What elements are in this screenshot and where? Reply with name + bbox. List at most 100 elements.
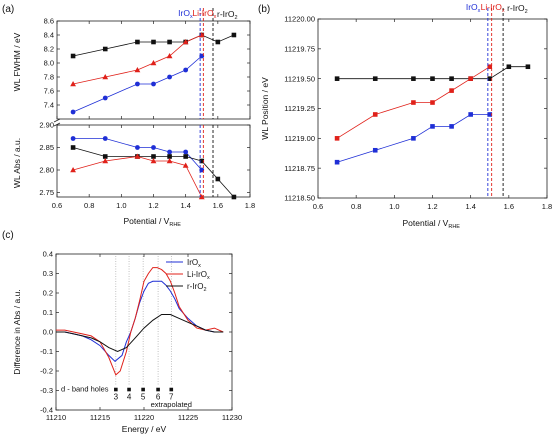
x-axis-label: Energy / eV	[122, 424, 167, 434]
series-irox	[334, 112, 493, 165]
axis-break	[53, 122, 61, 127]
series-r-iro2	[56, 314, 224, 353]
dband-label: d - band holes	[61, 384, 109, 393]
x-tick-label: 11215	[90, 413, 110, 422]
label-r-iro2: r-IrO2	[507, 3, 528, 15]
dband-marker	[114, 387, 118, 392]
legend-label-main: IrO	[187, 258, 198, 267]
x-tick-label: 11210	[46, 413, 66, 422]
data-point	[134, 153, 141, 159]
panel-label-b: (b)	[258, 4, 270, 15]
label-irox: IrOx	[466, 2, 481, 14]
series-li-irox	[70, 153, 205, 200]
data-point	[151, 81, 156, 87]
series-line	[56, 314, 224, 353]
data-point	[151, 39, 156, 45]
data-point	[215, 176, 221, 182]
data-point	[449, 88, 454, 93]
legend-label-sub: x	[207, 275, 210, 281]
data-point	[411, 100, 416, 105]
data-point	[70, 53, 76, 59]
data-point	[70, 145, 76, 150]
data-point	[411, 136, 416, 141]
data-point	[525, 64, 531, 70]
y-tick-label: 8.6	[44, 17, 54, 26]
label-irox-main: IrO	[466, 2, 478, 12]
dband-number: 5	[141, 392, 146, 401]
x-tick-label: 1.0	[116, 201, 126, 210]
data-point	[372, 147, 378, 153]
x-tick-label: 11220	[134, 413, 154, 422]
data-point	[135, 145, 140, 150]
data-point	[487, 76, 493, 81]
data-point	[449, 124, 454, 129]
dband-marker	[141, 387, 145, 392]
x-tick-label: 1.6	[504, 202, 514, 211]
data-point	[167, 154, 172, 159]
data-point	[102, 158, 109, 164]
data-point	[70, 81, 76, 87]
dband-number: 4	[127, 392, 132, 401]
label-r-iro2-sub: 2	[234, 15, 237, 21]
data-point	[183, 154, 188, 159]
data-point	[231, 32, 237, 38]
series-r-iro2	[70, 32, 237, 59]
label-irox-sub: x	[478, 8, 481, 14]
y-tick-label: -0.1	[40, 347, 53, 356]
dband-number: 3	[114, 392, 119, 401]
dband-number: 6	[156, 392, 161, 401]
y-tick-label: 2.85	[39, 143, 54, 152]
y-tick-label: 11219.25	[284, 104, 315, 113]
y-tick-label: 7.4	[44, 101, 54, 110]
data-point	[70, 136, 76, 141]
axis-break	[53, 118, 61, 123]
data-point	[372, 76, 378, 81]
x-axis-label: Potential / VRHE	[124, 216, 182, 228]
data-point	[166, 158, 173, 164]
series-irox	[56, 280, 224, 362]
data-point	[150, 158, 157, 164]
y-tick-label: 2.75	[39, 188, 54, 197]
y-tick-label: 7.6	[44, 87, 54, 96]
data-point	[334, 136, 340, 141]
y-tick-label: 11218.50	[284, 194, 315, 203]
x-tick-label: 0.8	[351, 202, 361, 211]
y-tick-label: 11219.75	[284, 44, 315, 53]
x-tick-label: 1.4	[180, 201, 190, 210]
y-tick-label: 11219.00	[284, 134, 315, 143]
label-li-irox-sub: x	[214, 14, 217, 20]
y-tick-label: 0.3	[43, 269, 53, 278]
y-tick-label: -0.2	[40, 367, 53, 376]
series-line	[73, 34, 235, 57]
data-point	[231, 194, 237, 200]
y-tick-label: -0.4	[40, 406, 53, 415]
legend-label-sub: x	[198, 263, 201, 269]
label-r-iro2-main: r-IrO	[217, 9, 235, 19]
series-irox	[70, 53, 205, 115]
y-axis-label: Difference in Abs / a.u.	[12, 289, 22, 374]
data-point	[198, 194, 205, 200]
data-point	[70, 109, 76, 115]
data-point	[430, 100, 435, 105]
data-point	[167, 74, 172, 80]
x-tick-label: 11225	[178, 413, 198, 422]
dband-number: 7	[169, 392, 174, 401]
legend-label: r-IrO2	[187, 282, 207, 293]
series-irox	[70, 136, 205, 173]
series-line	[56, 267, 224, 376]
label-li-irox-main: Li-IrO	[481, 2, 503, 12]
y-axis-label: WL FWHM / eV	[12, 32, 22, 91]
data-point	[135, 39, 140, 45]
x-tick-label: 0.8	[84, 201, 94, 210]
series-line	[72, 156, 203, 198]
data-point	[167, 149, 172, 155]
y-axis-label: WL Position / eV	[260, 77, 270, 140]
y-tick-label: 8.4	[44, 31, 54, 40]
y-axis-label: WL Abs / a.u.	[12, 138, 22, 188]
data-point	[215, 39, 221, 45]
y-tick-label: 7.8	[44, 73, 54, 82]
label-irox-main: IrO	[178, 8, 190, 18]
data-point	[411, 76, 416, 81]
data-point	[70, 167, 76, 173]
